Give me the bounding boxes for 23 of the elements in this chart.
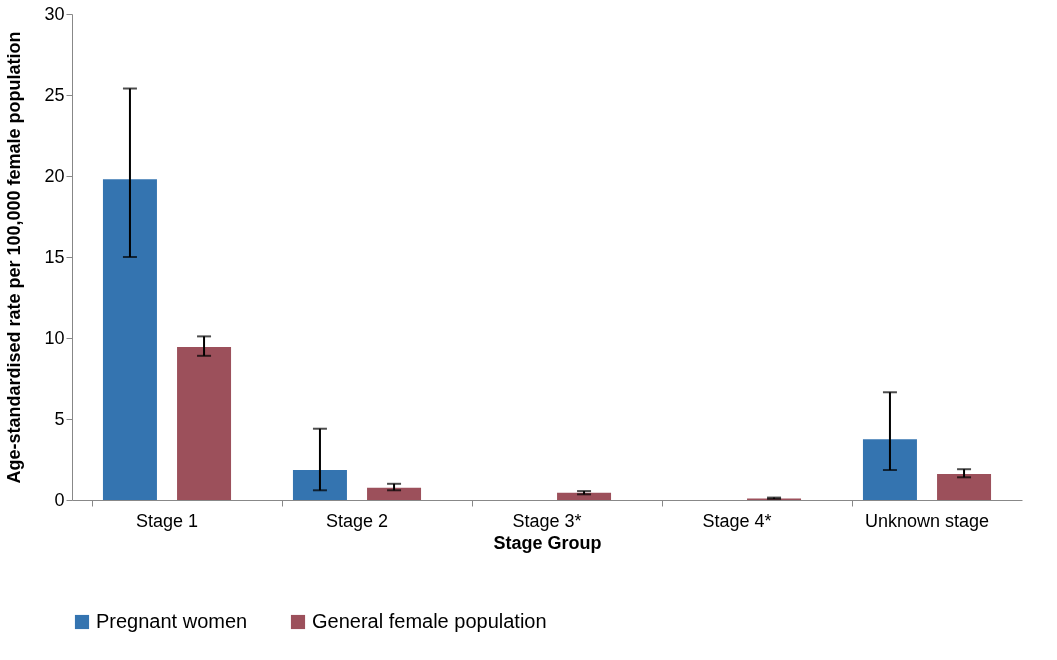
y-tick-label: 5 — [54, 408, 65, 429]
bar — [367, 487, 422, 500]
bar — [292, 470, 347, 500]
x-axis-title: Stage Group — [493, 532, 602, 553]
y-tick-label: 25 — [44, 84, 65, 105]
bar — [177, 346, 232, 500]
x-tick-label: Stage 3* — [512, 510, 582, 531]
bar — [937, 474, 992, 500]
y-tick-label: 0 — [54, 489, 65, 510]
bar — [102, 179, 157, 500]
x-tick-label: Stage 1 — [135, 510, 199, 531]
y-tick-label: 30 — [44, 3, 65, 24]
bar — [557, 492, 612, 500]
y-tick-label: 10 — [44, 327, 65, 348]
x-tick-label: Stage 2 — [325, 510, 389, 531]
y-axis-title: Age-standardised rate per 100,000 female population — [4, 31, 25, 484]
x-tick-label: Unknown stage — [864, 510, 990, 531]
y-tick-label: 20 — [44, 165, 65, 186]
legend-label: Pregnant women — [96, 610, 248, 632]
bar — [862, 439, 917, 500]
legend-label: General female population — [312, 610, 547, 632]
y-tick-label: 15 — [44, 246, 65, 267]
x-tick-label: Stage 4* — [702, 510, 772, 531]
